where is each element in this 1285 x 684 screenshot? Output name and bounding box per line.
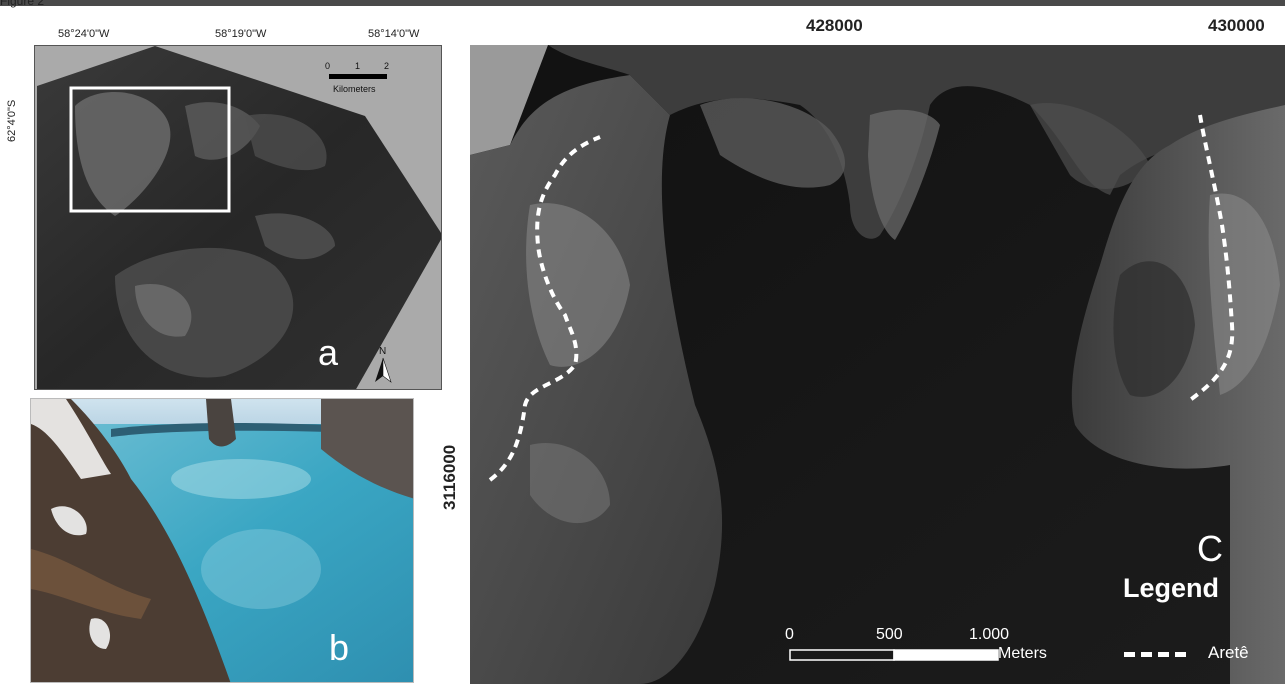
panel-a-letter: a <box>318 332 339 373</box>
panel-c-scale-tick-2: 1.000 <box>969 626 1010 643</box>
panel-c-left-tick: 3116000 <box>440 444 459 510</box>
panel-c-letter: C <box>1197 528 1223 569</box>
panel-c-map-svg <box>470 45 1285 684</box>
panel-a-scale-tick-0: 0 <box>325 61 330 71</box>
snow-patch <box>51 506 87 536</box>
mountain-center <box>206 399 236 447</box>
arete-legend-symbol <box>1124 652 1188 657</box>
snow-patch <box>89 618 111 649</box>
mountain-right <box>321 399 413 499</box>
panel-a-scale-unit: Kilometers <box>333 84 376 94</box>
no-data-corner <box>470 45 548 155</box>
sediment-plume <box>171 459 311 499</box>
arete-line-east <box>1188 114 1235 402</box>
panel-a-map-svg: 0 1 2 Kilometers N <box>37 46 441 389</box>
study-area-box <box>69 86 231 213</box>
panel-a-top-tick-3: 58°14'0"W <box>368 28 420 40</box>
panel-c-satellite-map: 0 500 1.000 Meters C Legend Aretê <box>470 45 1285 684</box>
arete-legend-label: Aretê <box>1208 643 1249 662</box>
panel-c-scale-tick-0: 0 <box>785 626 794 643</box>
land-mass <box>185 102 260 160</box>
panel-c-top-tick-1: 428000 <box>806 16 863 35</box>
panel-b-photo-svg <box>31 399 413 682</box>
panel-c-scale-tick-1: 500 <box>876 626 903 643</box>
land-mass <box>135 284 192 337</box>
land-mass <box>75 92 171 216</box>
legend-title: Legend <box>1123 573 1220 603</box>
panel-c-top-tick-2: 430000 <box>1208 16 1265 35</box>
panel-a-satellite-map: 0 1 2 Kilometers N a <box>34 45 442 390</box>
dark-slope <box>1113 261 1195 397</box>
panel-a-scale-tick-2: 2 <box>384 61 389 71</box>
headland <box>868 109 940 240</box>
panel-b-letter: b <box>329 627 350 668</box>
panel-a-left-tick: 62°4'0"S <box>6 99 18 142</box>
land-mass <box>245 114 327 171</box>
figure-label: Figure 2 <box>0 0 45 8</box>
bright-terrain <box>526 203 630 367</box>
snow-patch <box>31 399 111 479</box>
panel-c-scale-unit: Meters <box>998 645 1047 662</box>
panel-a-top-tick-2: 58°19'0"W <box>215 28 267 40</box>
panel-a-scale-bar <box>329 74 387 79</box>
panel-c-scale-bar-right <box>893 649 999 661</box>
headland <box>700 98 845 188</box>
top-border <box>0 0 1285 6</box>
north-label: N <box>379 346 386 357</box>
rock-slope <box>31 549 151 619</box>
sediment-plume <box>201 529 321 609</box>
panel-a-top-tick-1: 58°24'0"W <box>58 28 110 40</box>
bright-terrain <box>530 443 610 524</box>
panel-a-scale-tick-1: 1 <box>355 61 360 71</box>
headland <box>1030 103 1150 189</box>
land-mass <box>115 247 294 378</box>
arete-line-west <box>488 135 601 482</box>
land-mass <box>255 213 335 260</box>
north-arrow-icon: N <box>375 346 392 383</box>
panel-b-aerial-photo: b <box>30 398 414 683</box>
